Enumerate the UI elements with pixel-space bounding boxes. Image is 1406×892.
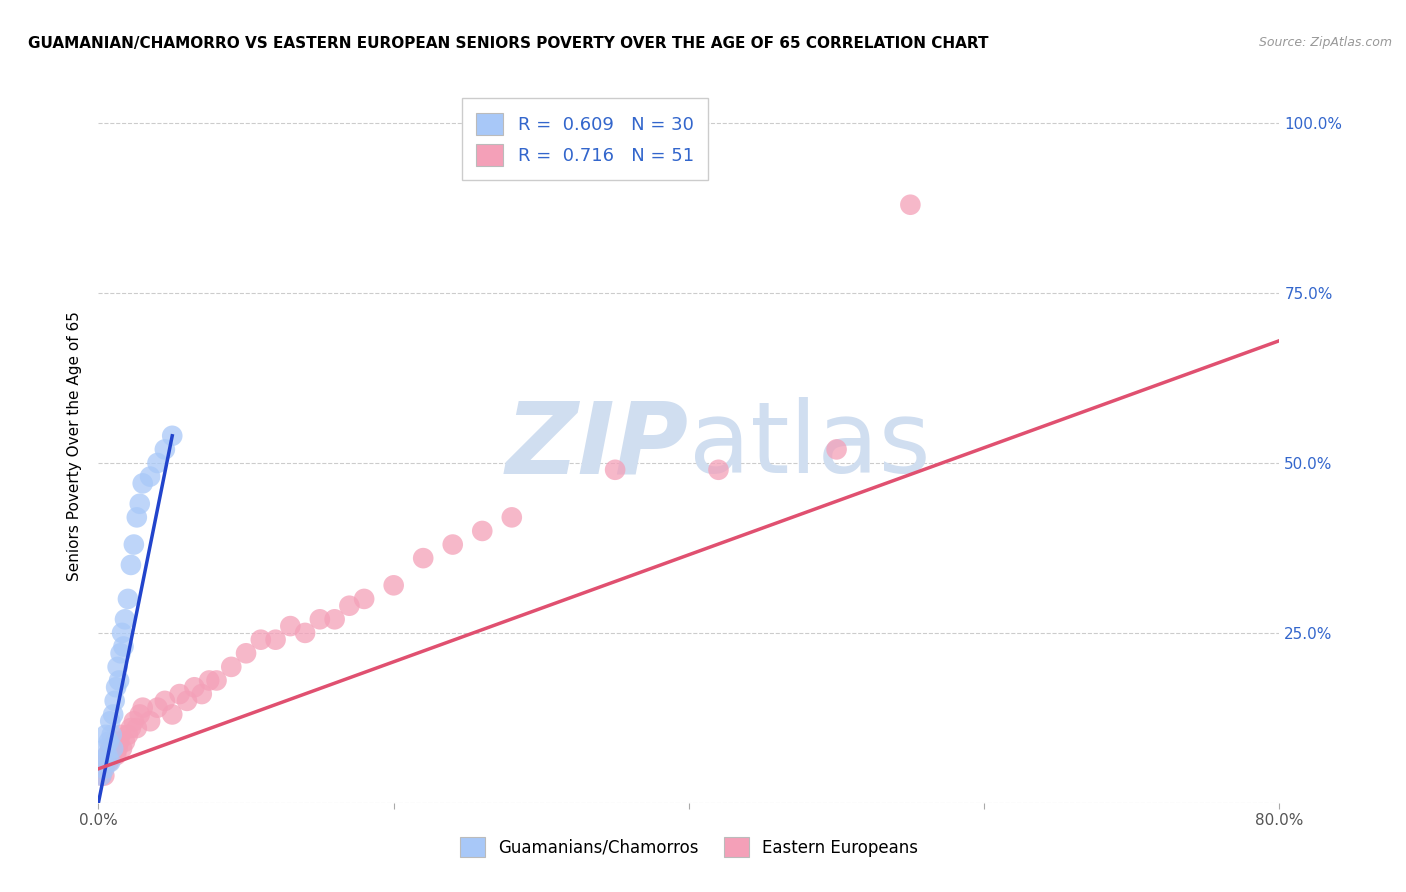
Point [176,694,198,708]
Point [105,680,128,694]
Point [111,741,134,756]
Point [146,700,169,714]
Point [162,707,183,722]
Point [128,497,150,511]
Point [153,694,176,708]
Point [94,741,117,756]
Point [153,442,176,457]
Point [97,734,120,748]
Point [825,442,848,457]
Point [96,748,118,763]
Point [122,537,145,551]
Point [139,469,162,483]
Point [125,510,148,524]
Point [93,769,115,783]
Point [107,660,129,674]
Point [110,728,132,742]
Point [94,728,117,742]
Point [112,640,135,654]
Point [221,660,243,674]
Point [501,510,523,524]
Point [114,612,136,626]
Point [117,591,139,606]
Y-axis label: Seniors Poverty Over the Age of 65: Seniors Poverty Over the Age of 65 [67,311,83,581]
Point [103,707,125,722]
Point [309,612,332,626]
Point [471,524,494,538]
Text: GUAMANIAN/CHAMORRO VS EASTERN EUROPEAN SENIORS POVERTY OVER THE AGE OF 65 CORREL: GUAMANIAN/CHAMORRO VS EASTERN EUROPEAN S… [28,36,988,51]
Point [280,619,302,633]
Point [169,687,191,701]
Point [900,198,922,212]
Point [205,673,228,688]
Point [605,463,627,477]
Point [117,728,139,742]
Point [104,694,127,708]
Point [93,762,115,776]
Point [120,721,142,735]
Point [191,687,214,701]
Point [198,673,221,688]
Point [105,748,128,763]
Point [97,755,120,769]
Point [146,456,169,470]
Point [103,741,125,756]
Point [98,741,121,756]
Point [94,755,117,769]
Point [96,748,118,763]
Point [353,591,375,606]
Point [139,714,162,729]
Point [90,769,112,783]
Point [382,578,405,592]
Point [132,700,155,714]
Point [108,734,131,748]
Text: ZIP: ZIP [506,398,689,494]
Point [91,755,114,769]
Point [128,707,150,722]
Point [98,755,121,769]
Point [104,734,127,748]
Point [125,721,148,735]
Text: Source: ZipAtlas.com: Source: ZipAtlas.com [1258,36,1392,49]
Point [235,646,257,660]
Legend: Guamanians/Chamorros, Eastern Europeans: Guamanians/Chamorros, Eastern Europeans [451,829,927,866]
Point [100,748,122,763]
Point [183,680,205,694]
Point [339,599,361,613]
Point [162,429,183,443]
Point [264,632,287,647]
Text: atlas: atlas [689,398,931,494]
Point [122,714,145,729]
Point [111,626,134,640]
Point [323,612,346,626]
Point [103,741,125,756]
Point [110,646,132,660]
Point [108,673,131,688]
Point [100,728,122,742]
Point [120,558,142,572]
Point [90,769,112,783]
Point [132,476,155,491]
Point [114,734,136,748]
Point [412,551,434,566]
Point [107,741,129,756]
Point [441,537,464,551]
Point [91,762,114,776]
Point [98,714,121,729]
Point [294,626,316,640]
Point [707,463,730,477]
Point [250,632,273,647]
